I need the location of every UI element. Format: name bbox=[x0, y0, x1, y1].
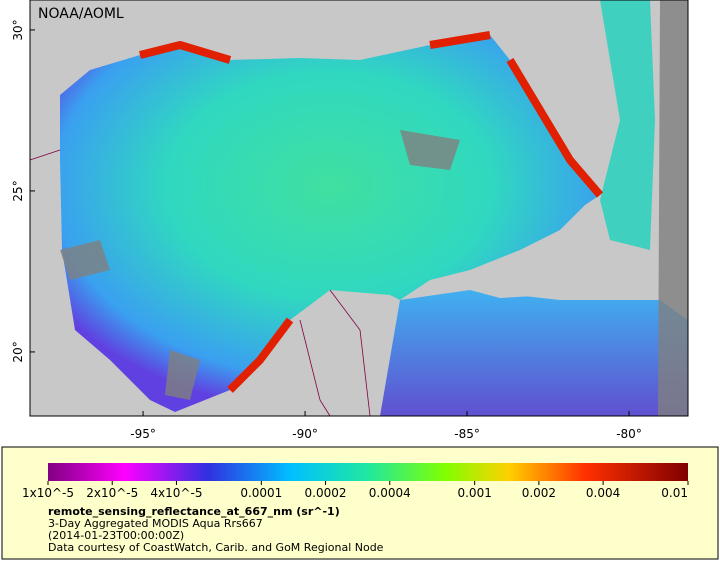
y-tick-label: 30° bbox=[11, 19, 25, 40]
x-tick-label: -85° bbox=[454, 427, 480, 441]
cuba bbox=[470, 260, 660, 300]
colorbar-label: 4x10^-5 bbox=[150, 486, 202, 500]
caption-line: 3-Day Aggregated MODIS Aqua Rrs667 bbox=[48, 517, 263, 530]
colorbar-label: 0.01 bbox=[661, 486, 688, 500]
x-tick-label: -80° bbox=[616, 427, 642, 441]
y-tick-label: 25° bbox=[11, 180, 25, 201]
colorbar-label: 0.0004 bbox=[369, 486, 411, 500]
colorbar-label: 0.001 bbox=[457, 486, 491, 500]
variable-name: remote_sensing_reflectance_at_667_nm (sr… bbox=[48, 505, 340, 518]
colorbar-label: 0.002 bbox=[522, 486, 556, 500]
colorbar-label: 0.0001 bbox=[240, 486, 282, 500]
colorbar-label: 0.0002 bbox=[305, 486, 347, 500]
colorbar-label: 2x10^-5 bbox=[86, 486, 138, 500]
atlantic-water bbox=[600, 0, 655, 250]
map-image bbox=[29, 0, 688, 417]
caribbean-water bbox=[380, 290, 688, 416]
colorbar-label: 0.004 bbox=[586, 486, 620, 500]
map-title: NOAA/AOML bbox=[38, 6, 124, 22]
caption-line: (2014-01-23T00:00:00Z) bbox=[48, 529, 184, 542]
x-tick-label: -95° bbox=[130, 427, 156, 441]
coastal-turbidity bbox=[139, 31, 604, 393]
y-tick-label: 20° bbox=[11, 341, 25, 362]
colorbar-label: 1x10^-5 bbox=[22, 486, 74, 500]
x-tick-label: -90° bbox=[292, 427, 318, 441]
colorbar bbox=[48, 463, 688, 481]
map-frame bbox=[29, 0, 689, 417]
gulf-water bbox=[60, 35, 600, 412]
caption-line: Data courtesy of CoastWatch, Carib. and … bbox=[48, 541, 384, 554]
borders bbox=[29, 149, 371, 417]
